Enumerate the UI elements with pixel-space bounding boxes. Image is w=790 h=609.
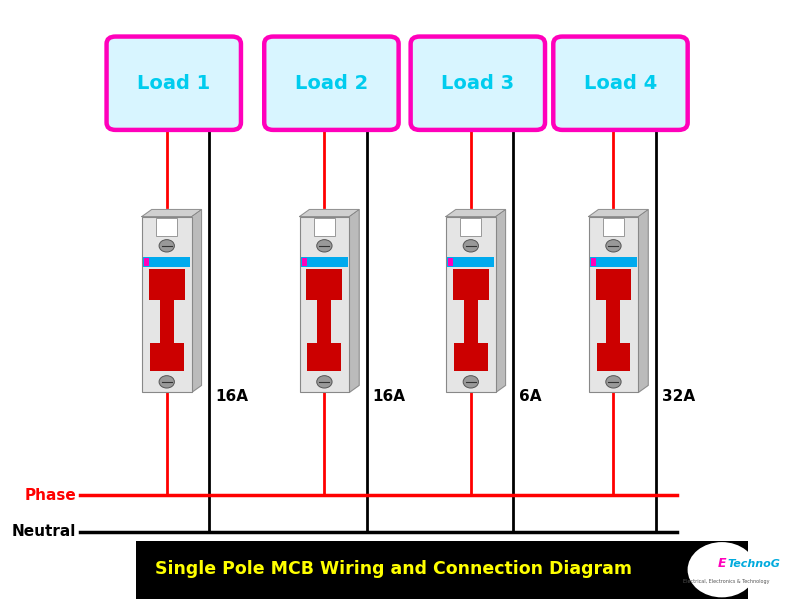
Bar — [603, 219, 624, 236]
Circle shape — [159, 240, 175, 252]
FancyBboxPatch shape — [411, 37, 545, 130]
Bar — [464, 300, 478, 343]
Polygon shape — [446, 209, 506, 217]
Circle shape — [317, 376, 332, 388]
Bar — [446, 217, 495, 392]
Text: TechnoG: TechnoG — [728, 559, 781, 569]
Bar — [447, 257, 495, 267]
Circle shape — [463, 240, 479, 252]
Polygon shape — [589, 209, 648, 217]
Bar — [591, 258, 596, 266]
Bar — [607, 300, 620, 343]
Text: Neutral: Neutral — [12, 524, 76, 540]
FancyBboxPatch shape — [553, 37, 687, 130]
Polygon shape — [349, 209, 359, 392]
Bar — [453, 269, 489, 300]
Text: Load 3: Load 3 — [442, 74, 514, 93]
Bar — [314, 219, 335, 236]
FancyBboxPatch shape — [107, 37, 241, 130]
Text: 16A: 16A — [373, 389, 405, 404]
Polygon shape — [299, 209, 359, 217]
Text: 32A: 32A — [661, 389, 694, 404]
Bar — [301, 257, 348, 267]
Text: Load 1: Load 1 — [137, 74, 210, 93]
Circle shape — [463, 376, 479, 388]
Bar — [144, 258, 149, 266]
Text: 6A: 6A — [519, 389, 541, 404]
Circle shape — [687, 542, 756, 597]
Text: Load 4: Load 4 — [584, 74, 657, 93]
Bar — [149, 269, 185, 300]
Polygon shape — [495, 209, 506, 392]
Text: Electrical, Electronics & Technology: Electrical, Electronics & Technology — [683, 579, 769, 584]
Bar — [318, 300, 331, 343]
Bar — [136, 541, 748, 599]
Text: Phase: Phase — [24, 488, 76, 503]
FancyBboxPatch shape — [264, 37, 399, 130]
Bar — [448, 258, 453, 266]
Bar — [590, 257, 637, 267]
Bar — [596, 269, 631, 300]
Circle shape — [606, 240, 621, 252]
Bar — [461, 219, 481, 236]
Bar — [589, 217, 638, 392]
Bar — [299, 217, 349, 392]
Bar — [596, 343, 630, 371]
Bar — [143, 257, 190, 267]
Text: 16A: 16A — [215, 389, 248, 404]
Bar — [156, 219, 177, 236]
Circle shape — [317, 240, 332, 252]
Bar — [307, 269, 342, 300]
Polygon shape — [638, 209, 648, 392]
Polygon shape — [192, 209, 201, 392]
Polygon shape — [142, 209, 201, 217]
Text: Single Pole MCB Wiring and Connection Diagram: Single Pole MCB Wiring and Connection Di… — [155, 560, 632, 577]
Bar — [142, 217, 192, 392]
Text: E: E — [718, 557, 726, 571]
Text: Load 2: Load 2 — [295, 74, 368, 93]
Bar — [307, 343, 341, 371]
Circle shape — [159, 376, 175, 388]
Bar — [160, 300, 174, 343]
Bar — [302, 258, 307, 266]
Bar — [454, 343, 487, 371]
Bar — [150, 343, 183, 371]
Circle shape — [606, 376, 621, 388]
